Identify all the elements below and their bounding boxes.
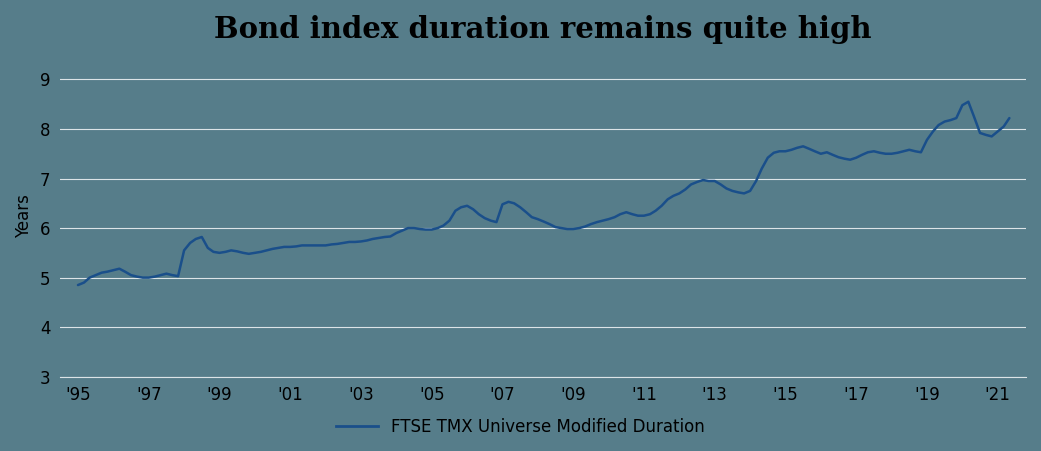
Y-axis label: Years: Years [15, 194, 33, 238]
Legend: FTSE TMX Universe Modified Duration: FTSE TMX Universe Modified Duration [329, 411, 712, 443]
Title: Bond index duration remains quite high: Bond index duration remains quite high [214, 15, 872, 44]
